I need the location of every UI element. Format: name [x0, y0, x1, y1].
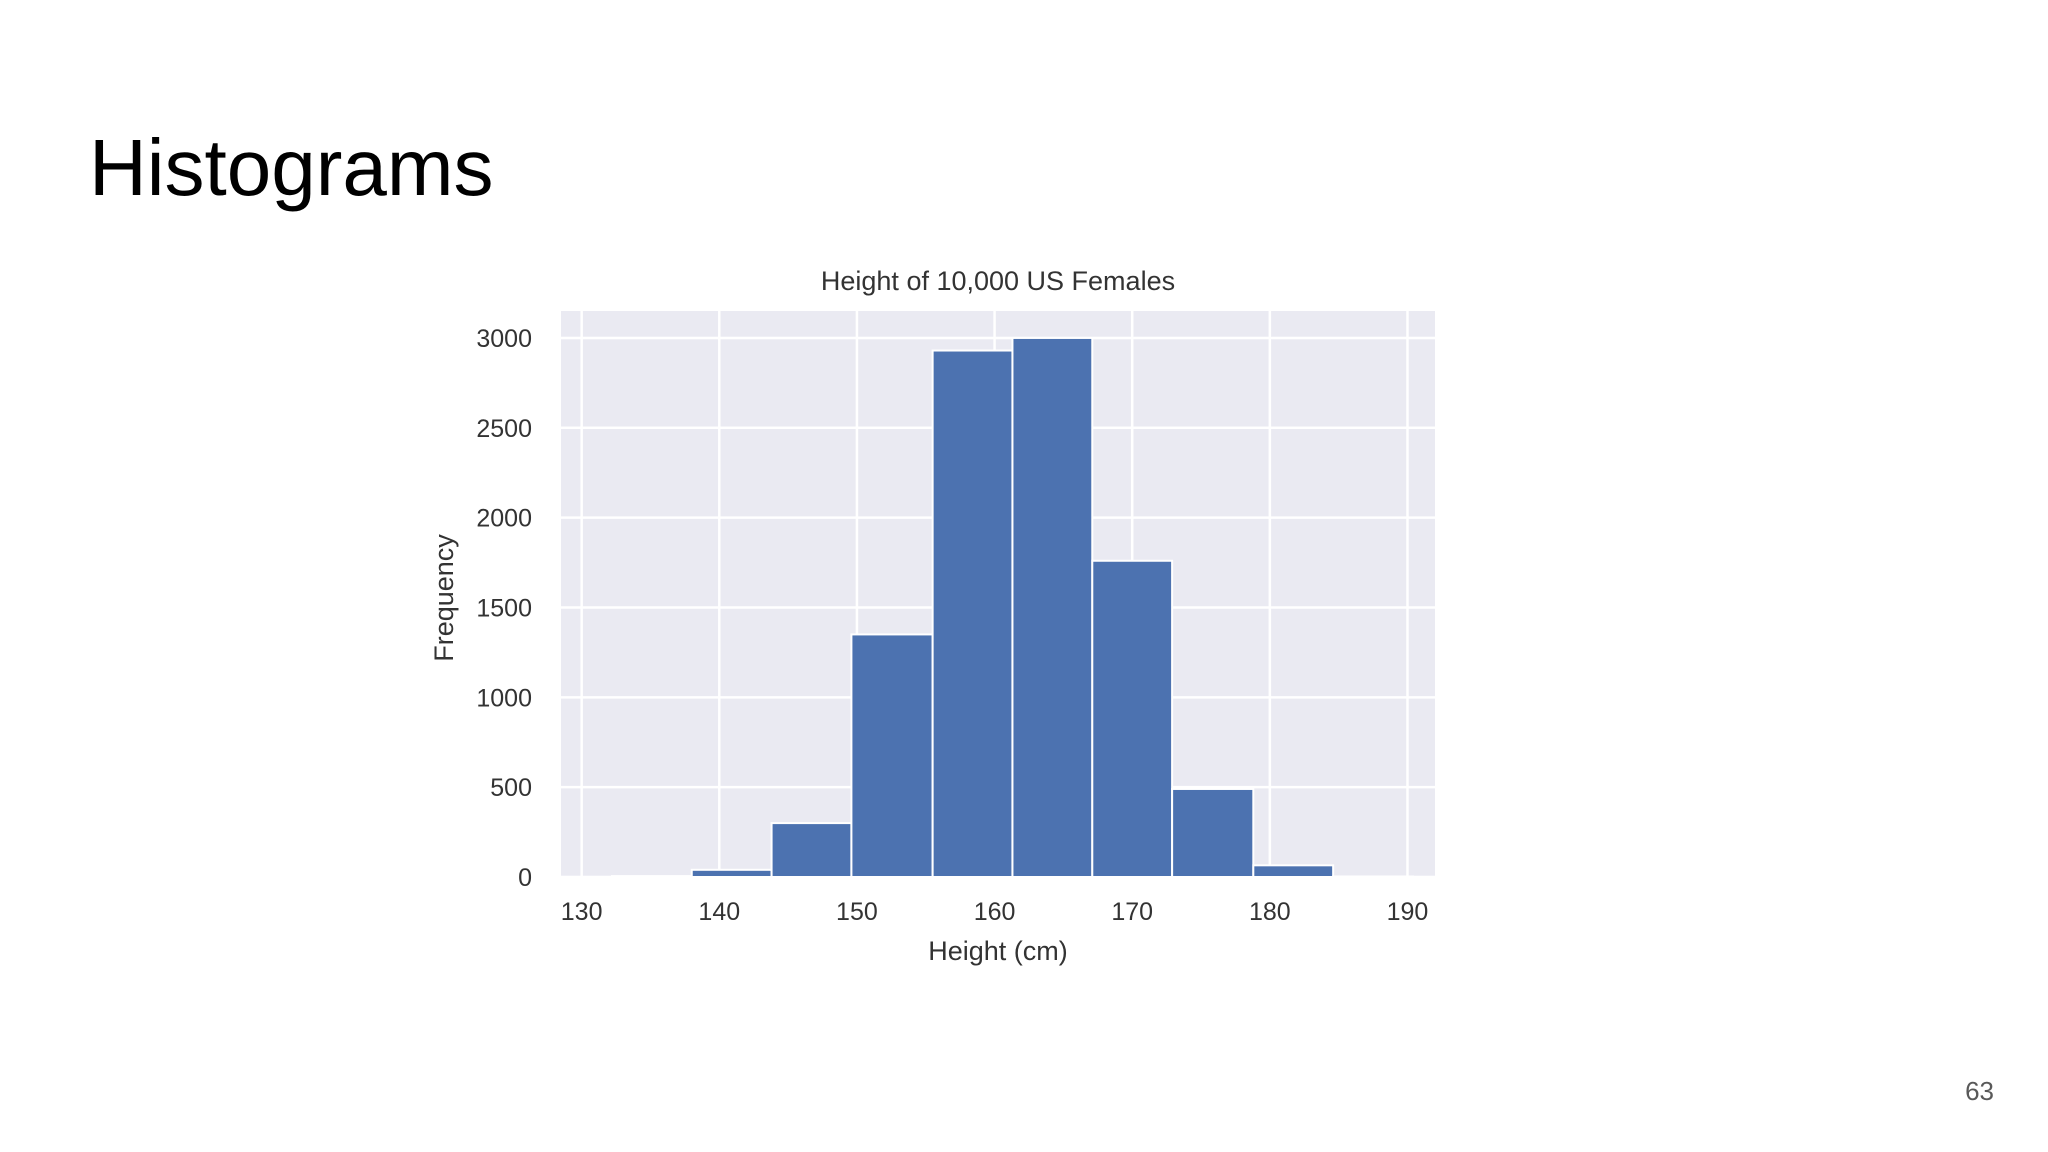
histogram-bar [770, 822, 853, 878]
x-axis-label: Height (cm) [928, 936, 1068, 966]
histogram-bar [1252, 864, 1335, 878]
y-tick-label: 2000 [476, 505, 532, 533]
histogram-bar [1011, 336, 1094, 878]
x-tick-label: 150 [836, 898, 878, 926]
x-tick-label: 130 [561, 898, 603, 926]
slide-title: Histograms [89, 123, 494, 212]
histogram-bars [610, 336, 1414, 879]
y-tick-label: 500 [490, 774, 532, 802]
histogram-bar [1332, 875, 1414, 878]
histogram-bar [931, 349, 1014, 878]
histogram-bar [610, 875, 693, 878]
x-tick-label: 170 [1111, 898, 1153, 926]
histogram-bar [1091, 559, 1174, 878]
page-number: 63 [1965, 1076, 1994, 1106]
x-tick-label: 140 [698, 898, 740, 926]
chart-title: Height of 10,000 US Females [821, 266, 1175, 296]
x-tick-labels: 130 140 150 160 170 180 190 [561, 898, 1429, 926]
x-tick-label: 180 [1249, 898, 1291, 926]
y-tick-label: 1500 [476, 594, 532, 622]
x-tick-label: 160 [974, 898, 1016, 926]
y-tick-labels: 0 500 1000 1500 2000 2500 3000 [476, 325, 532, 892]
y-tick-label: 2500 [476, 415, 532, 443]
histogram-bar [850, 633, 934, 879]
y-tick-label: 0 [518, 864, 532, 892]
y-tick-label: 1000 [476, 684, 532, 712]
histogram-bar [690, 868, 773, 878]
y-axis-label: Frequency [429, 534, 459, 662]
histogram-bar [1171, 787, 1255, 879]
y-tick-label: 3000 [476, 325, 532, 353]
x-tick-label: 190 [1387, 898, 1429, 926]
